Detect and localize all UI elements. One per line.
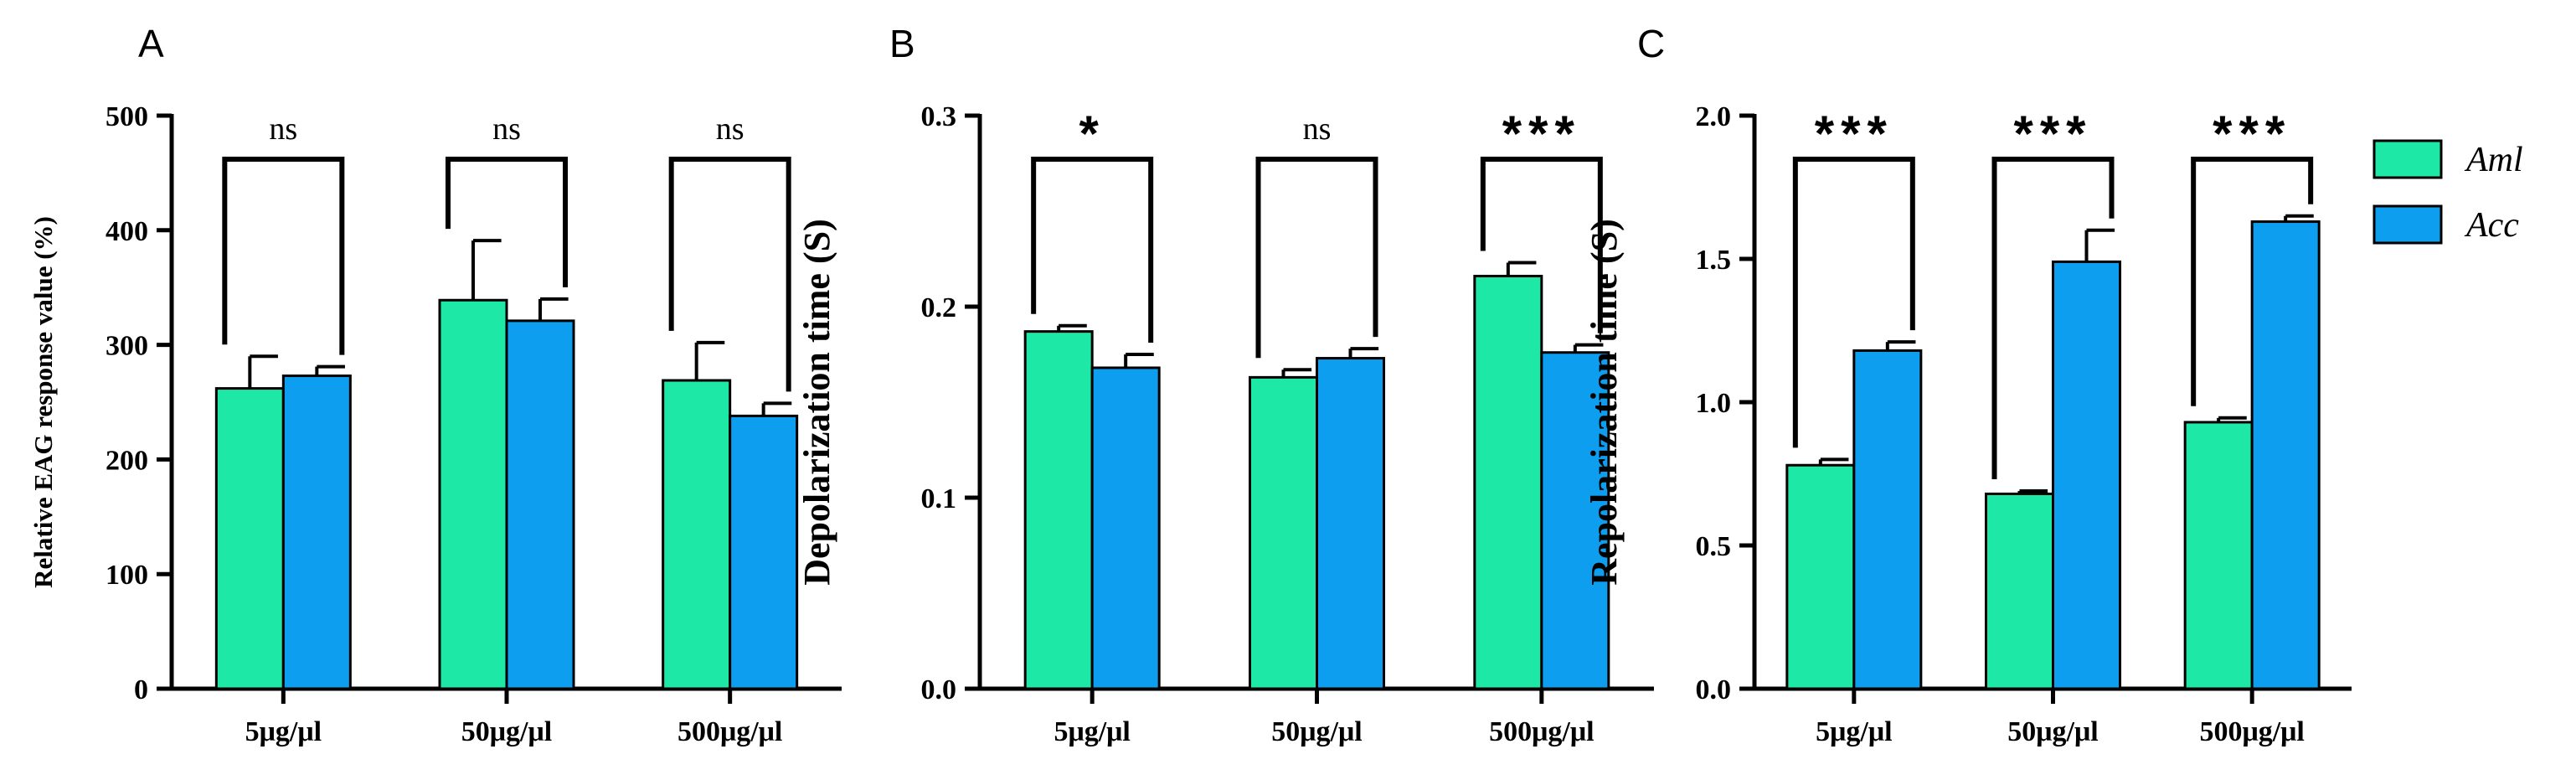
bar-aml — [1023, 330, 1094, 690]
y-tick-label: 0.0 — [921, 674, 957, 705]
significance-label: *** — [1502, 106, 1581, 162]
legend-label-acc: Acc — [2464, 206, 2519, 245]
y-axis-label: Repolarization time (S) — [1584, 219, 1625, 585]
significance-bracket — [1255, 157, 1378, 359]
x-tick-label: 50μg/μl — [461, 716, 552, 747]
x-tick-label: 500μg/μl — [1489, 716, 1594, 747]
significance-bracket — [1792, 157, 1915, 448]
bar-acc — [281, 375, 352, 690]
y-axis-label: Relative EAG response value (%) — [28, 216, 58, 588]
significance-label: * — [1079, 106, 1105, 162]
x-tick-label: 5μg/μl — [245, 716, 322, 747]
bar-aml — [1985, 492, 2054, 690]
significance-label: *** — [2213, 106, 2291, 162]
y-tick-label: 0.2 — [921, 292, 957, 323]
y-tick-label: 0.5 — [1696, 531, 1732, 562]
significance-bracket — [222, 157, 345, 355]
significance-label: ns — [1303, 111, 1332, 147]
significance-label: *** — [1815, 106, 1893, 162]
significance-bracket — [2191, 157, 2314, 406]
bar-acc — [1316, 357, 1385, 690]
bar-aml — [214, 387, 285, 690]
y-tick-label: 200 — [106, 445, 148, 476]
y-tick-label: 1.0 — [1696, 388, 1732, 419]
x-tick-label: 500μg/μl — [677, 716, 782, 747]
significance-bracket — [1031, 157, 1154, 343]
y-tick-label: 300 — [106, 331, 148, 362]
y-tick-label: 0.3 — [921, 101, 957, 132]
significance-bracket — [1991, 157, 2115, 480]
significance-bracket — [668, 157, 791, 392]
significance-bracket — [1480, 157, 1603, 333]
y-tick-label: 2.0 — [1696, 101, 1732, 132]
bar-acc — [2250, 220, 2321, 690]
bar-acc — [1090, 366, 1161, 690]
significance-label: ns — [492, 111, 521, 147]
bar-aml — [1473, 275, 1543, 690]
panel-label: B — [889, 22, 915, 65]
x-tick-label: 50μg/μl — [1271, 716, 1362, 747]
bar-aml — [1249, 375, 1318, 690]
y-tick-label: 400 — [106, 216, 148, 247]
significance-label: ns — [269, 111, 297, 147]
y-axis-label: Depolarization time (S) — [796, 219, 837, 585]
bar-acc — [505, 319, 575, 690]
y-tick-label: 0 — [134, 674, 148, 705]
y-tick-label: 0.1 — [921, 483, 957, 514]
y-tick-label: 500 — [106, 101, 148, 132]
y-tick-label: 1.5 — [1696, 245, 1732, 276]
significance-label: ns — [716, 111, 744, 147]
bar-acc — [729, 414, 799, 690]
bar-acc — [1852, 349, 1923, 690]
bar-aml — [438, 298, 508, 690]
panel-label: A — [138, 22, 164, 65]
x-tick-label: 5μg/μl — [1816, 716, 1892, 747]
legend-swatch-acc — [2372, 204, 2443, 245]
x-tick-label: 500μg/μl — [2199, 716, 2304, 747]
bar-aml — [1785, 463, 1856, 690]
legend-label-aml: Aml — [2464, 141, 2523, 179]
x-tick-label: 5μg/μl — [1054, 716, 1130, 747]
y-tick-label: 0.0 — [1696, 674, 1732, 705]
x-tick-label: 50μg/μl — [2007, 716, 2098, 747]
bar-acc — [2052, 260, 2121, 690]
legend-swatch-aml — [2372, 139, 2443, 179]
bar-aml — [662, 379, 732, 690]
y-tick-label: 100 — [106, 560, 148, 591]
panel-label: C — [1637, 22, 1665, 65]
significance-bracket — [446, 157, 568, 287]
bar-aml — [2183, 421, 2254, 690]
significance-label: *** — [2013, 106, 2092, 162]
